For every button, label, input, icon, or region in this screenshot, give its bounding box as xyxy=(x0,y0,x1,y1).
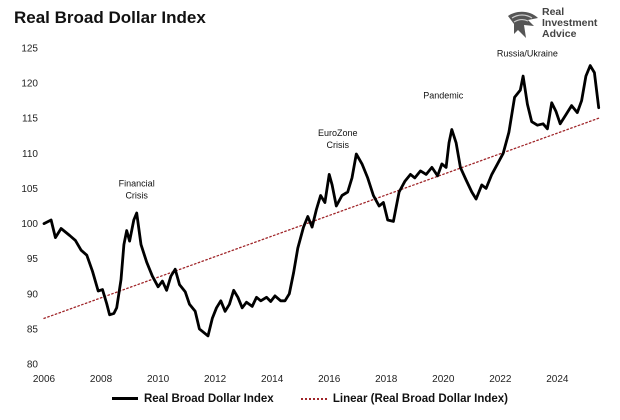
series-line-linear-trend xyxy=(43,117,600,320)
annotation-label: EuroZone Crisis xyxy=(318,128,358,150)
legend-swatch-dotted xyxy=(300,398,327,400)
y-tick-label: 125 xyxy=(21,44,38,55)
annotation-line: Pandemic xyxy=(423,91,464,101)
legend-label-linear: Linear (Real Broad Dollar Index) xyxy=(332,393,509,405)
y-tick-label: 100 xyxy=(21,219,38,230)
annotation-layer: Financial Crisis EuroZone Crisis Pandemic Rus… xyxy=(119,48,558,200)
annotation-line: Crisis xyxy=(327,140,350,150)
y-tick-label: 110 xyxy=(22,149,38,160)
y-axis: 80 85 90 95 100 105 110 115 120 125 xyxy=(21,44,38,371)
legend-item-index: Real Broad Dollar Index xyxy=(111,392,274,405)
x-axis: 2006 2008 2010 2012 2014 2016 2018 2020 2022 2024 xyxy=(33,374,569,385)
chart-title: Real Broad Dollar Index xyxy=(14,8,206,27)
logo-text: Real Investment Advice xyxy=(542,7,597,40)
x-tick-label: 2014 xyxy=(261,374,284,385)
y-tick-label: 95 xyxy=(27,254,39,265)
eagle-head-icon xyxy=(508,11,538,39)
y-tick-label: 90 xyxy=(27,289,39,300)
brand-logo: Real Investment Advice xyxy=(504,6,616,46)
x-tick-label: 2022 xyxy=(489,374,512,385)
annotation-line: Russia/Ukraine xyxy=(497,48,558,58)
x-tick-label: 2018 xyxy=(375,374,398,385)
y-tick-label: 115 xyxy=(22,114,38,125)
annotation-label: Financial Crisis xyxy=(119,178,155,200)
annotation-line: EuroZone xyxy=(318,128,358,138)
annotation-line: Financial xyxy=(119,178,155,188)
legend: Real Broad Dollar Index Linear (Real Bro… xyxy=(0,391,620,405)
y-tick-label: 80 xyxy=(27,360,39,371)
x-tick-label: 2006 xyxy=(33,374,56,385)
series-line-index xyxy=(42,64,601,338)
y-tick-label: 105 xyxy=(21,184,38,195)
series-layer xyxy=(42,64,601,338)
logo-line-2: Investment xyxy=(542,17,598,29)
legend-label-index: Real Broad Dollar Index xyxy=(143,392,274,405)
x-tick-label: 2020 xyxy=(432,374,455,385)
annotation-label: Pandemic xyxy=(423,91,464,101)
y-tick-label: 85 xyxy=(27,324,39,335)
logo-line-3: Advice xyxy=(542,28,577,40)
annotation-label: Russia/Ukraine xyxy=(497,48,558,58)
x-tick-label: 2016 xyxy=(318,374,341,385)
y-tick-label: 120 xyxy=(21,79,38,90)
x-tick-label: 2010 xyxy=(147,374,170,385)
legend-item-linear: Linear (Real Broad Dollar Index) xyxy=(300,393,509,405)
x-tick-label: 2008 xyxy=(90,374,113,385)
x-tick-label: 2012 xyxy=(204,374,227,385)
logo-line-1: Real xyxy=(542,6,565,18)
legend-swatch-solid xyxy=(111,397,138,400)
annotation-line: Crisis xyxy=(125,190,148,200)
x-tick-label: 2024 xyxy=(546,374,569,385)
